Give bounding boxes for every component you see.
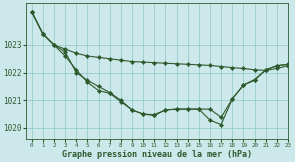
X-axis label: Graphe pression niveau de la mer (hPa): Graphe pression niveau de la mer (hPa) [62,150,252,159]
